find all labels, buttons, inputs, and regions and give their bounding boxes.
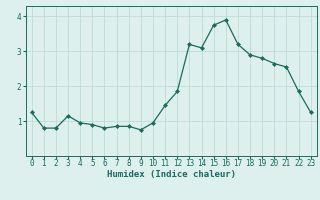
X-axis label: Humidex (Indice chaleur): Humidex (Indice chaleur) — [107, 170, 236, 179]
